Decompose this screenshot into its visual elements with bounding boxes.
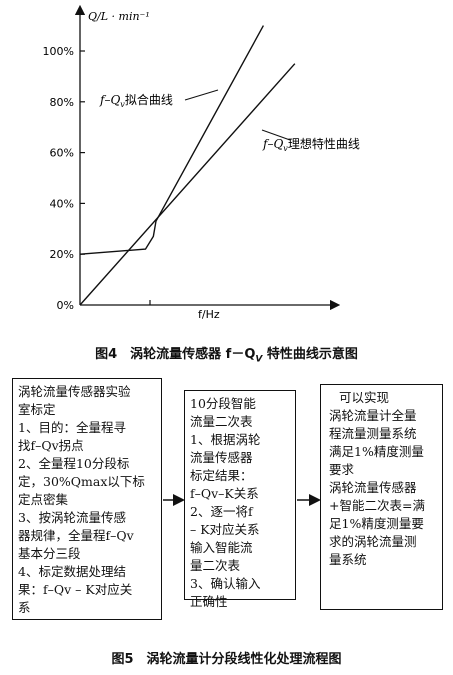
box-line: 涡轮流量传感器 — [329, 480, 417, 495]
box-line: +智能二次表=满 — [329, 498, 425, 513]
box-line: 3、确认输入 — [190, 576, 261, 591]
ideal-curve-line — [79, 63, 296, 306]
box-line: 系 — [18, 600, 31, 615]
box-line: – K对应关系 — [190, 522, 260, 537]
box-line: 10分段智能 — [190, 396, 256, 411]
y-axis-label: Q/L · min⁻¹ — [88, 10, 150, 23]
box-line: 定，30%Qmax以下标 — [18, 474, 145, 489]
box-line: 要求 — [329, 462, 355, 477]
box-line: 室标定 — [18, 402, 56, 417]
box-line: 正确性 — [190, 594, 228, 609]
box-line: 找f–Qv拐点 — [18, 438, 84, 453]
figure4-chart: 0% 20% 40% 60% 80% 100% f/Hz Q/L · min⁻¹ f–Qv… — [43, 4, 360, 321]
box-line: 可以实现 — [339, 390, 390, 405]
box-line: 输入智能流 — [190, 540, 253, 555]
fit-curve-line — [79, 25, 265, 255]
box-line: 器规律，全量程f–Qv — [18, 528, 134, 543]
box-line: 2、全量程10分段标 — [18, 456, 130, 471]
ideal-label-leader — [261, 129, 291, 141]
box-line: 求的涡轮流量测 — [329, 534, 417, 549]
box-line: 基本分三段 — [18, 546, 81, 561]
flow-box-calibration: 涡轮流量传感器实验 室标定 1、目的：全量程寻 找f–Qv拐点 2、全量程10分段标 定，… — [12, 378, 162, 620]
box-line: 满足1%精度测量 — [329, 444, 424, 459]
box-line: 1、目的：全量程寻 — [18, 420, 126, 435]
y-tick-label: 100% — [43, 45, 74, 58]
y-tick-label: 80% — [50, 96, 74, 109]
box-line: 流量二次表 — [190, 414, 253, 429]
fit-label-leader — [184, 89, 219, 101]
box-line: 涡轮流量计全量 — [329, 408, 417, 423]
box-line: 足1%精度测量要 — [329, 516, 424, 531]
y-tick-label: 60% — [50, 147, 74, 160]
x-axis-label: f/Hz — [198, 308, 220, 321]
flow-box-result: 可以实现涡轮流量计全量 程流量测量系统 满足1%精度测量 要求涡轮流量传感器 +智能二次… — [320, 384, 443, 610]
box-line: f–Qv–K关系 — [190, 486, 259, 501]
flow-box-secondary-meter: 10分段智能 流量二次表 1、根据涡轮 流量传感器标定结果： f–Qv–K关系 2、逐一将… — [184, 390, 296, 609]
y-tick-label: 40% — [50, 197, 74, 210]
box-line: 量系统 — [329, 552, 367, 567]
box-line: 涡轮流量传感器实验 — [18, 384, 131, 399]
fit-curve-label: f–Qv拟合曲线 — [99, 92, 173, 109]
box-line: 4、标定数据处理结 — [18, 564, 126, 579]
figure4-caption: 图4 涡轮流量传感器 f－QV 特性曲线示意图 — [95, 347, 358, 365]
box-line: 程流量测量系统 — [329, 426, 417, 441]
box-line: 3、按涡轮流量传感 — [18, 510, 126, 525]
y-tick-label: 20% — [50, 248, 74, 261]
box-line: 量二次表 — [190, 558, 241, 573]
ideal-curve-label: f–Qv理想特性曲线 — [262, 136, 360, 153]
box-line: 果：f–Qv – K对应关 — [18, 582, 133, 597]
box-line: 2、逐一将f — [190, 504, 253, 519]
box-line: 流量传感器 — [190, 450, 253, 465]
box-line: 1、根据涡轮 — [190, 432, 261, 447]
box-line: 定点密集 — [18, 492, 69, 507]
box-line: 标定结果： — [190, 468, 253, 483]
figure5-caption: 图5 涡轮流量计分段线性化处理流程图 — [111, 652, 342, 667]
y-tick-label: 0% — [57, 299, 74, 312]
